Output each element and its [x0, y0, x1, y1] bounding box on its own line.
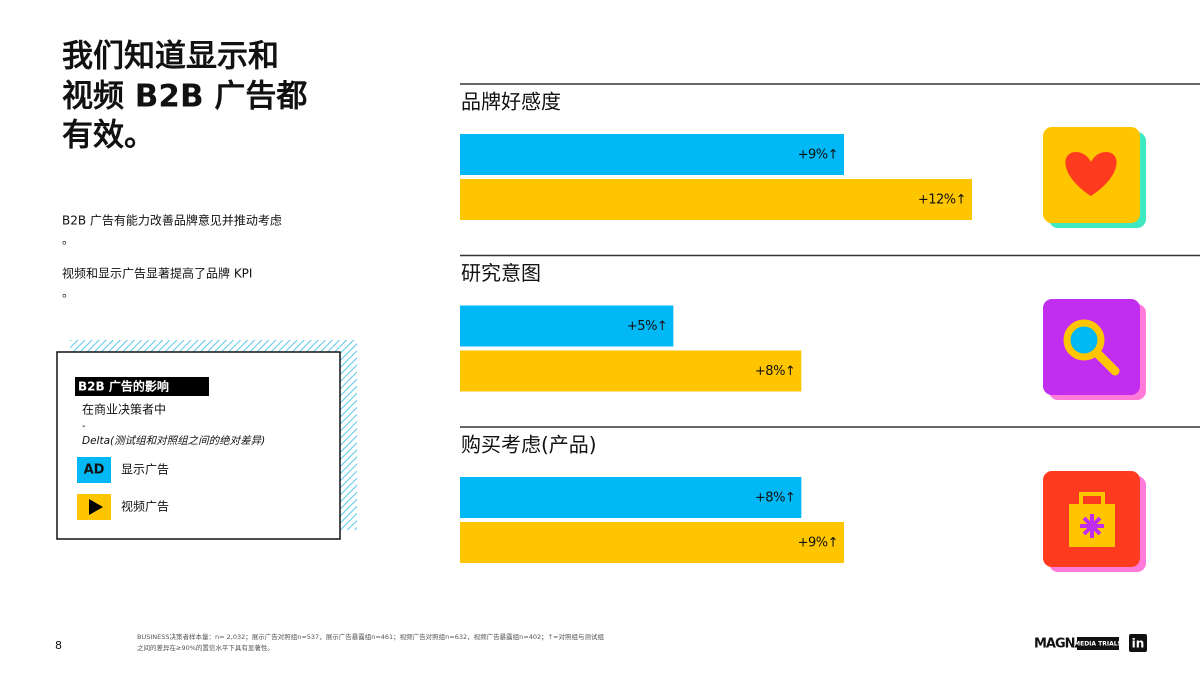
logo: MAGNA	[1034, 637, 1085, 652]
legend-icon: AD	[84, 463, 105, 478]
legend-box: B2B 广告的影响 在商业决策者中 - Delta(测试组和对照组之间的绝对差异…	[56, 340, 357, 540]
legend-title: B2B 广告的影响	[78, 379, 169, 394]
chart-title: 品牌好感度	[461, 90, 561, 114]
bullet: 视频和显示广告显著提高了品牌 KPI	[62, 266, 252, 281]
footnote: BUSINESS决策者样本量：n= 2,032；展示广告对照组n=537，展示广…	[137, 632, 605, 641]
value-label: +5%↑	[627, 319, 667, 334]
bar	[460, 179, 972, 220]
bullets: B2B 广告有能力改善品牌意见并推动考虑 。 视频和显示广告显著提高了品牌 KP…	[62, 213, 282, 300]
bar	[460, 305, 674, 347]
title-line: 我们知道显示和	[62, 39, 279, 75]
footnote: 之间的差异在≥90%的置信水平下具有显著性。	[137, 643, 274, 652]
value-label: +8%↑	[755, 364, 795, 379]
bullet: 。	[62, 286, 74, 300]
bullet: 。	[62, 233, 74, 247]
title: 我们知道显示和 视频 B2B 广告都 有效。	[62, 39, 307, 154]
value-label: +12%↑	[918, 193, 966, 208]
bar	[460, 522, 844, 563]
logo-tag: MEDIA TRIALS	[1074, 641, 1122, 648]
legend-note: Delta(测试组和对照组之间的绝对差异)	[82, 435, 265, 447]
chart-title: 研究意图	[461, 261, 541, 285]
legend-subtitle: 在商业决策者中	[82, 402, 166, 417]
bar	[460, 350, 802, 392]
bar	[460, 477, 802, 518]
legend-dash: -	[82, 421, 86, 432]
linkedin: in	[1132, 637, 1145, 651]
legend-label: 视频广告	[121, 499, 169, 514]
bullet: B2B 广告有能力改善品牌意见并推动考虑	[62, 213, 282, 228]
value-label: +9%↑	[798, 148, 838, 163]
icons	[1043, 127, 1146, 572]
legend-label: 显示广告	[121, 463, 169, 477]
title-line: 有效。	[62, 118, 155, 154]
legend-swatch	[77, 457, 111, 483]
title-line: 视频 B2B 广告都	[62, 79, 307, 115]
legend-title-bg	[75, 377, 209, 396]
chart-title: 购买考虑(产品)	[461, 433, 597, 457]
footer: 8 BUSINESS决策者样本量：n= 2,032；展示广告对照组n=537，展…	[55, 632, 1147, 652]
value-label: +9%↑	[798, 536, 838, 551]
value-label: +8%↑	[755, 491, 795, 506]
page-number: 8	[55, 639, 62, 652]
play-icon	[89, 499, 103, 515]
bar	[460, 134, 844, 175]
